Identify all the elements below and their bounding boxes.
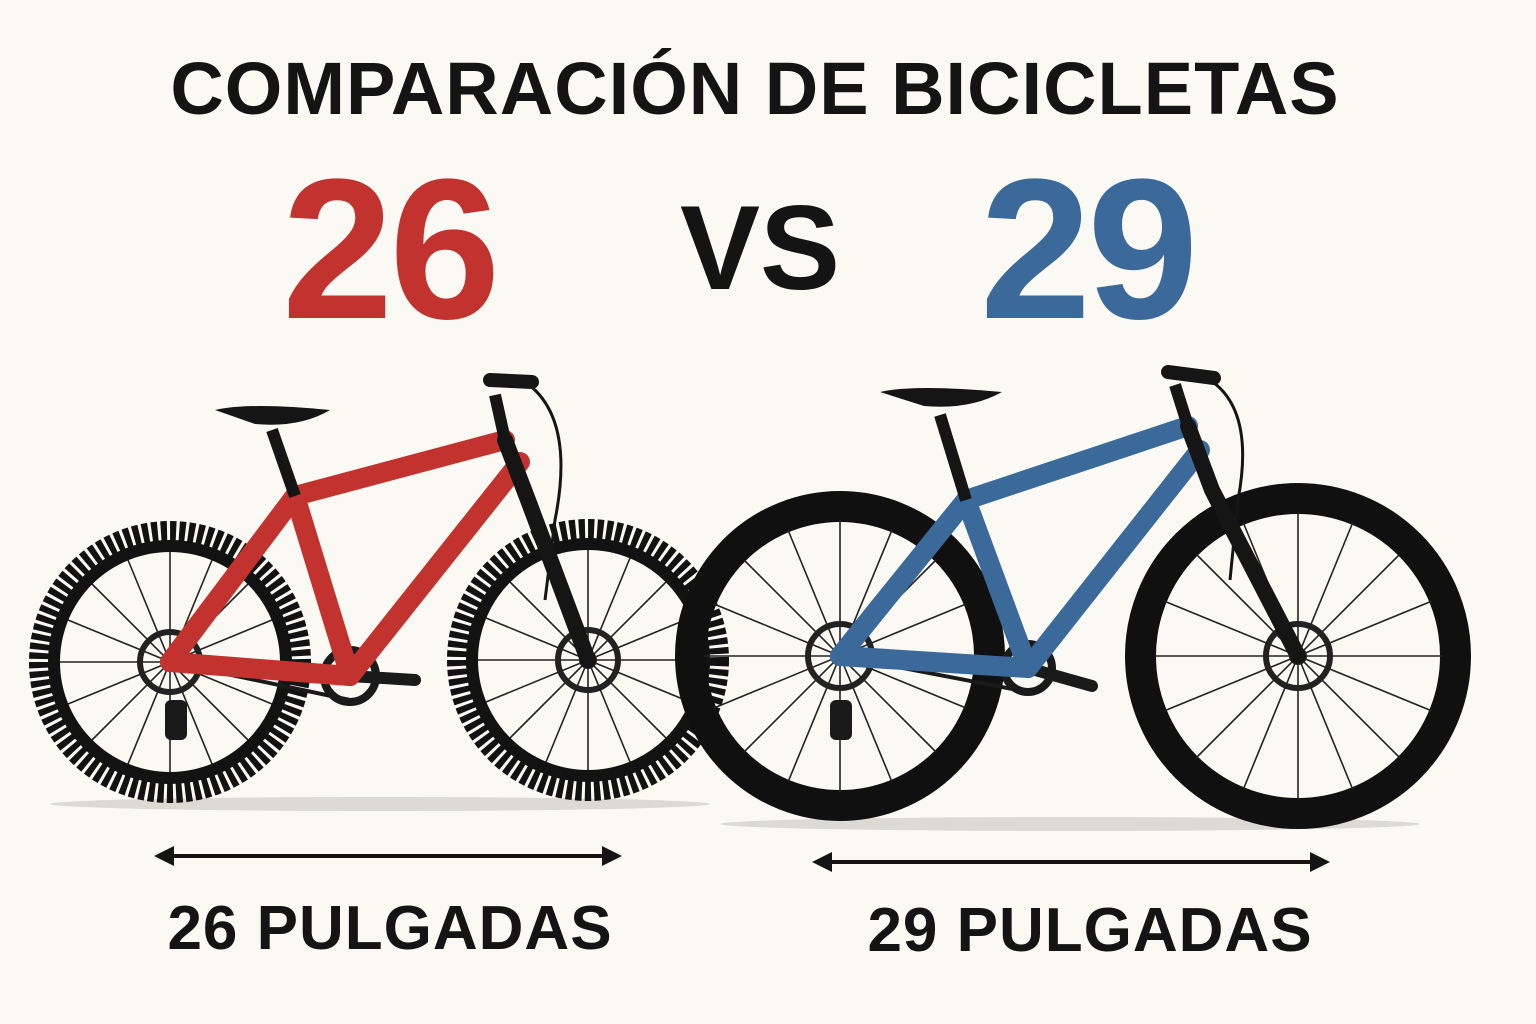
bike-26-size-label: 26 PULGADAS <box>167 894 613 963</box>
bike-26-saddle <box>215 406 330 425</box>
bike-29-saddle <box>880 388 1002 407</box>
bike-29-frame <box>830 416 1210 678</box>
bike-29-fork <box>1180 418 1306 664</box>
bike-26-handlebar <box>483 373 539 389</box>
bike-26-fork <box>497 432 596 668</box>
bike-26-frame <box>160 430 530 686</box>
bike-26 <box>29 373 729 803</box>
bike-29 <box>675 365 1471 829</box>
bike-26-shadow <box>50 797 710 811</box>
right-size-number: 29 <box>980 138 1198 361</box>
page-title: COMPARACIÓN DE BICICLETAS <box>170 47 1340 130</box>
bike-29-size-label: 29 PULGADAS <box>867 896 1313 965</box>
bike-29-handlebar <box>1161 365 1221 385</box>
left-size-number: 26 <box>282 138 500 361</box>
versus-text: VS <box>680 181 841 315</box>
